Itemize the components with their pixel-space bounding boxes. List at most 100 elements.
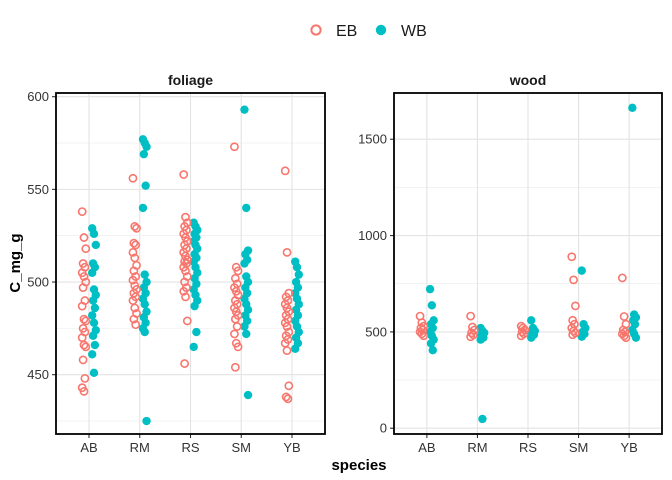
facet-wood-points [415,103,641,424]
point-foliage-eb-yb [281,392,291,402]
point-wood-wb-rm [476,335,485,344]
legend-label-wb: WB [401,23,427,40]
point-foliage-eb-rm [129,314,139,324]
point-foliage-eb-sm [232,322,242,331]
x-tick-label-foliage: RS [181,440,199,455]
point-foliage-eb-rs [179,286,189,296]
point-foliage-eb-sm [230,329,239,339]
facet-wood-x-ticks: AB RM RS SM YB [418,434,638,455]
point-wood-eb-sm [568,330,578,340]
point-wood-eb-sm [567,252,577,262]
point-wood-eb-rs [516,331,526,341]
point-wood-wb-rs [527,316,536,325]
point-foliage-wb-ab [88,331,98,340]
point-foliage-wb-rs [192,327,201,337]
point-wood-wb-ab [425,284,435,294]
point-foliage-eb-ab [79,386,89,396]
point-wood-eb-ab [416,323,426,333]
facet-foliage: foliage 450 500 550 600 AB RM RS SM YB [27,72,326,455]
point-foliage-wb-ab [90,303,100,313]
point-wood-eb-ab [419,331,429,341]
x-axis-title: species [331,457,386,474]
point-foliage-wb-sm [240,259,249,268]
facet-wood: wood 0 500 1000 1500 AB RM RS SM YB [358,72,663,455]
point-foliage-eb-rm [130,222,140,231]
point-wood-eb-yb [619,312,629,321]
point-foliage-wb-ab [90,340,100,350]
point-wood-wb-yb [628,103,637,113]
point-foliage-wb-sm [242,203,251,213]
point-foliage-wb-yb [294,270,304,279]
point-foliage-eb-ab [80,374,90,383]
point-wood-eb-yb [619,331,629,341]
point-foliage-wb-rm [138,203,148,213]
point-foliage-wb-ab [89,368,99,378]
point-foliage-wb-ab [87,268,97,277]
point-foliage-eb-yb [282,247,292,257]
point-foliage-wb-sm [242,329,251,339]
point-foliage-wb-ab [91,240,100,250]
point-foliage-eb-rs [179,170,189,179]
y-tick-label-wood: 1500 [358,132,387,147]
facet-title-foliage: foliage [168,72,213,88]
y-tick-label-wood: 1000 [358,228,387,243]
point-wood-eb-rs [518,323,528,333]
facet-wood-y-ticks: 0 500 1000 1500 [358,132,394,436]
point-foliage-eb-rm [128,275,138,285]
point-foliage-eb-rm [131,240,141,250]
point-wood-wb-ab [426,339,436,348]
legend-label-eb: EB [336,23,357,40]
point-foliage-eb-rs [182,316,192,326]
point-foliage-wb-rm [142,416,151,426]
point-wood-wb-rs [527,333,536,342]
point-wood-eb-sm [569,275,578,285]
legend-key-wb [375,24,387,36]
facet-wood-border [393,92,663,435]
facet-foliage-y-ticks: 450 500 550 600 [27,89,56,382]
y-tick-label-foliage: 450 [27,367,49,382]
facet-foliage-border [55,92,326,435]
point-foliage-eb-ab [77,301,87,311]
point-foliage-wb-rs [190,301,199,311]
point-foliage-eb-sm [230,362,240,372]
x-tick-label-foliage: RM [130,440,150,455]
point-foliage-eb-sm [230,273,240,283]
point-foliage-wb-rm [140,300,149,309]
point-wood-eb-rm [467,328,476,338]
point-wood-eb-yb [617,273,627,283]
point-foliage-eb-ab [79,314,89,324]
point-foliage-eb-yb [280,166,290,176]
point-wood-eb-sm [570,301,580,311]
point-foliage-eb-yb [283,394,293,404]
point-foliage-eb-yb [282,322,292,331]
point-foliage-eb-sm [230,142,239,152]
point-foliage-eb-ab [81,316,91,326]
point-foliage-eb-rm [130,303,140,313]
point-foliage-eb-ab [77,207,87,217]
point-foliage-eb-ab [79,233,89,242]
point-foliage-eb-rm [132,223,141,233]
x-tick-label-wood: SM [569,440,589,455]
x-tick-label-foliage: AB [80,440,97,455]
point-foliage-wb-yb [291,344,300,353]
facet-title-wood: wood [509,72,547,88]
point-foliage-wb-rm [142,142,151,151]
facet-wood-grid [394,93,662,434]
point-foliage-eb-ab [78,355,88,365]
point-foliage-wb-rm [141,181,150,190]
point-foliage-eb-rm [131,320,141,330]
point-wood-eb-rm [466,332,476,342]
point-wood-wb-ab [427,301,437,310]
point-foliage-eb-yb [284,381,294,391]
y-tick-label-foliage: 550 [27,182,49,197]
legend-key-eb [310,24,322,36]
point-foliage-eb-rs [181,212,190,222]
point-foliage-eb-ab [79,340,89,350]
point-foliage-wb-ab [89,318,99,328]
point-foliage-wb-rm [140,270,149,279]
point-foliage-wb-sm [240,105,249,114]
point-wood-eb-sm [569,326,578,336]
y-tick-label-wood: 0 [380,421,387,436]
point-wood-wb-sm [577,266,586,275]
